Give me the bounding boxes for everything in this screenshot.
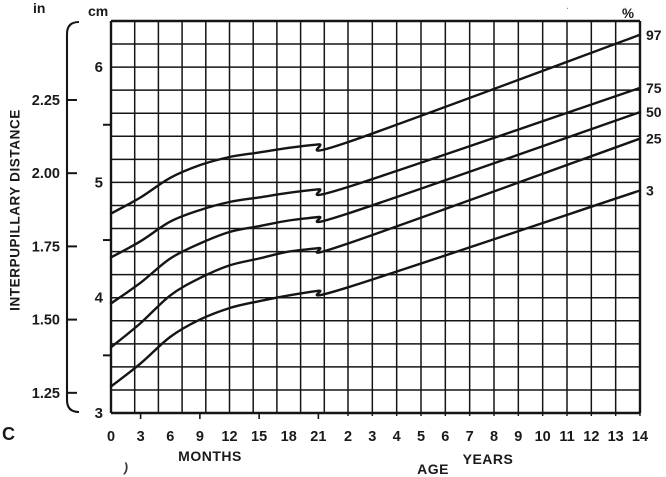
figure-panel-label: C xyxy=(2,424,15,444)
percentile-header: % xyxy=(622,6,635,21)
x-tick-label-year-4: 4 xyxy=(393,429,401,445)
percentile-curve-3 xyxy=(109,189,642,388)
years-section-label: YEARS xyxy=(462,451,514,467)
inch-tick-label-1.75: 1.75 xyxy=(32,239,60,255)
x-tick-label-year-10: 10 xyxy=(535,429,551,445)
y-axis-title: INTERPUPILLARY DISTANCE xyxy=(7,109,23,311)
x-tick-label-month-6: 6 xyxy=(166,429,174,445)
x-tick-label-year-11: 11 xyxy=(559,429,574,445)
x-tick-label-year-7: 7 xyxy=(466,429,474,445)
cm-tick-label-6: 6 xyxy=(95,59,103,76)
x-tick-label-month-0: 0 xyxy=(107,429,115,445)
x-tick-label-month-18: 18 xyxy=(281,429,297,445)
x-tick-label-year-6: 6 xyxy=(441,429,449,445)
cm-tick-label-4: 4 xyxy=(95,290,104,307)
cm-tick-label-3: 3 xyxy=(95,405,103,422)
percentile-label-25: 25 xyxy=(646,131,662,147)
inch-unit-label: in xyxy=(33,0,46,16)
inch-tick-label-2.00: 2.00 xyxy=(32,166,60,182)
percentile-curve-25 xyxy=(109,137,642,349)
percentile-curve-97 xyxy=(109,33,642,215)
x-tick-label-year-14: 14 xyxy=(632,429,648,445)
x-tick-label-year-2: 2 xyxy=(344,429,352,445)
x-tick-label-month-12: 12 xyxy=(221,429,237,445)
cm-tick-label-5: 5 xyxy=(95,174,103,191)
inch-tick-label-1.50: 1.50 xyxy=(32,313,60,329)
percentile-label-97: 97 xyxy=(646,27,662,43)
x-tick-label-month-9: 9 xyxy=(196,429,204,445)
months-section-label: MONTHS xyxy=(178,448,242,464)
percentile-curve-50 xyxy=(109,110,642,305)
x-tick-label-year-8: 8 xyxy=(490,429,498,445)
percentile-curve-75 xyxy=(109,86,642,259)
x-tick-label-year-13: 13 xyxy=(608,429,624,445)
inch-axis-bracket xyxy=(65,20,80,414)
x-tick-label-year-12: 12 xyxy=(583,429,599,445)
x-tick-label-year-3: 3 xyxy=(368,429,376,445)
x-tick-label-year-9: 9 xyxy=(514,429,522,445)
inch-tick-label-2.25: 2.25 xyxy=(32,93,60,109)
x-tick-label-month-15: 15 xyxy=(251,429,267,445)
percentile-label-3: 3 xyxy=(646,182,654,198)
percentile-label-75: 75 xyxy=(646,80,662,96)
x-tick-label-month-3: 3 xyxy=(137,429,145,445)
x-axis-title: AGE xyxy=(417,461,449,477)
x-tick-label-year-5: 5 xyxy=(417,429,425,445)
inch-tick-label-1.25: 1.25 xyxy=(32,386,60,402)
scan-artifact-dots: . . xyxy=(566,0,654,12)
cm-unit-label: cm xyxy=(88,3,109,19)
x-tick-label-month-21: 21 xyxy=(310,429,326,445)
percentile-label-50: 50 xyxy=(646,104,662,120)
